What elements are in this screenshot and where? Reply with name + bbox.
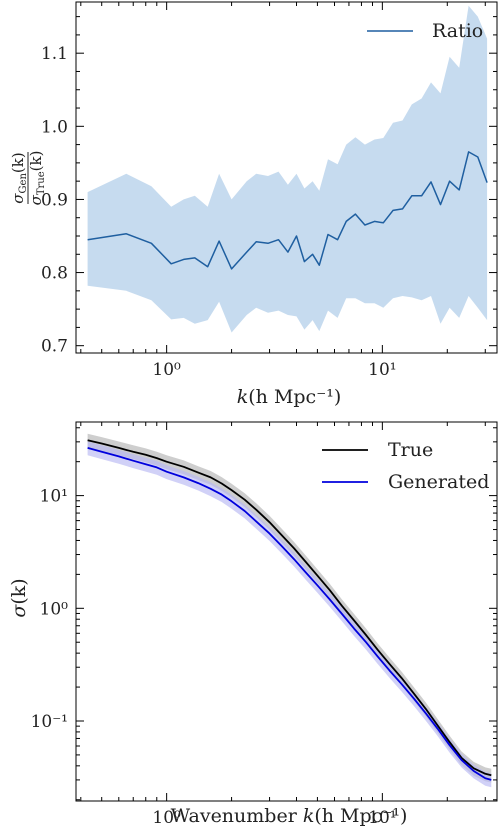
svg-text:σGen(k): σGen(k) <box>9 152 29 203</box>
ratio-legend: Ratio <box>367 20 483 42</box>
ratio-y-tick-label: 0.7 <box>41 337 68 357</box>
ratio-x-tick-label: 10¹ <box>368 360 396 380</box>
svg-text:σTrue(k): σTrue(k) <box>27 151 47 206</box>
ratio-tick-layer: 10⁰ 10¹ 0.7 0.8 0.9 1.0 1.1 <box>41 2 497 380</box>
sigma-legend: True Generated <box>322 439 489 493</box>
ratio-legend-label: Ratio <box>432 20 483 42</box>
ratio-y-axis-label: σGen(k) σTrue(k) <box>9 151 47 206</box>
ratio-plot-frame <box>75 1 498 354</box>
ratio-line-layer <box>87 151 488 270</box>
sigma-y-tick-label: 10⁰ <box>40 599 69 619</box>
sigma-x-tick-label: 10¹ <box>368 808 396 828</box>
sigma-chart: 10⁰ 10¹ 10⁻¹ 10⁰ 10¹ True Generated Wavenumb… <box>8 421 498 828</box>
ratio-series-line <box>87 151 488 270</box>
generated-error-band <box>87 441 492 788</box>
sigma-y-axis-label: σ(k) <box>8 578 30 617</box>
ratio-error-band <box>87 5 488 333</box>
sigma-x-tick-label: 10⁰ <box>152 808 181 828</box>
true-series-line <box>87 439 492 777</box>
sigma-tick-layer: 10⁰ 10¹ 10⁻¹ 10⁰ 10¹ <box>31 422 497 828</box>
sigma-y-tick-label: 10¹ <box>40 487 68 507</box>
sigma-y-tick-label: 10⁻¹ <box>31 712 68 732</box>
true-legend-label: True <box>388 439 433 461</box>
ratio-y-tick-label: 0.8 <box>41 264 68 284</box>
generated-series-line <box>87 447 492 781</box>
ratio-x-axis-label: k(h Mpc⁻¹) <box>237 386 342 408</box>
sigma-plot-frame <box>75 421 498 802</box>
sigma-line-layer <box>87 439 492 781</box>
generated-legend-label: Generated <box>388 471 489 493</box>
ratio-chart: 10⁰ 10¹ 0.7 0.8 0.9 1.0 1.1 Ratio k(h Mpc⁻¹) σ… <box>9 1 498 408</box>
ratio-y-tick-label: 1.1 <box>41 44 68 64</box>
ratio-band-layer <box>87 5 488 333</box>
ratio-y-tick-label: 1.0 <box>41 117 68 137</box>
sigma-x-axis-label: Wavenumber k(h Mpc⁻¹) <box>171 805 408 827</box>
ratio-x-tick-label: 10⁰ <box>152 360 181 380</box>
ratio-y-tick-label: 0.9 <box>41 190 68 210</box>
